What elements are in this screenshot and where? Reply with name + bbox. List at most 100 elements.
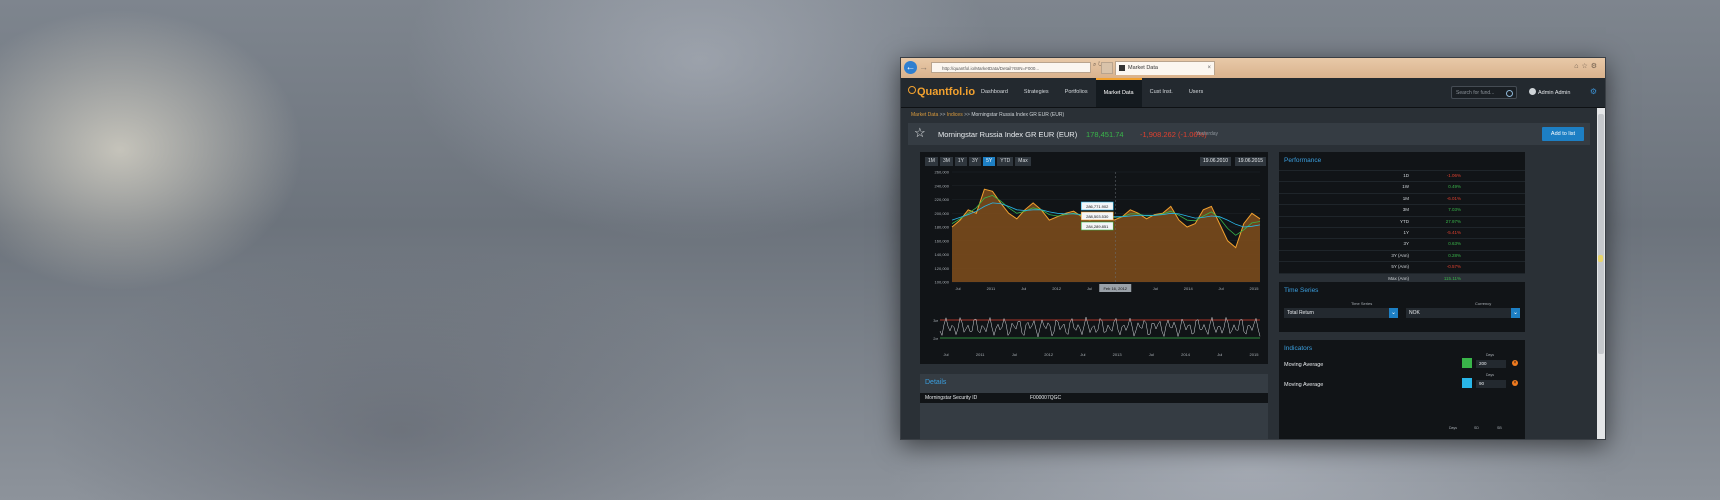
add-to-list-button[interactable]: Add to list (1542, 127, 1584, 141)
performance-label: 1Y (1403, 229, 1409, 235)
breadcrumb-current: Morningstar Russia Index GR EUR (EUR) (971, 112, 1065, 118)
performance-value: 0.63% (1448, 241, 1461, 247)
address-bar[interactable]: http://quantfol.io/MarketData/Detail?ISI… (931, 62, 1091, 73)
details-title: Details (925, 379, 947, 386)
performance-title: Performance (1284, 157, 1322, 164)
range-buttons: 1M 3M 1Y 3Y 5Y YTD Max (925, 157, 1031, 166)
menu-strategies[interactable]: Strategies (1023, 89, 1049, 95)
y-tick-label: 160,000 (935, 238, 950, 243)
menu-market-data[interactable]: Market Data (1095, 78, 1142, 107)
range-max[interactable]: Max (1015, 157, 1031, 166)
time-series-value: Total Return (1287, 310, 1314, 316)
remove-icon[interactable]: × (1512, 360, 1518, 366)
performance-row: 1Y -5.41% (1279, 226, 1525, 238)
x-tick-label: Jul (1219, 286, 1224, 291)
range-ytd[interactable]: YTD (997, 157, 1014, 166)
main-menu: Dashboard Strategies Portfolios Market D… (973, 78, 1211, 107)
performance-value: 0.49% (1448, 184, 1461, 190)
scrollbar[interactable] (1597, 108, 1605, 439)
tooltip-box (1080, 211, 1114, 221)
back-icon[interactable]: ← (904, 61, 917, 74)
performance-row: 3Y (Ann) 0.28% (1279, 249, 1525, 261)
forward-icon[interactable]: → (919, 62, 928, 72)
window-icons[interactable]: ⌂☆⚙ (1574, 63, 1600, 70)
currency-value: NOK (1409, 310, 1420, 316)
currency-select[interactable]: NOK ⌄ (1406, 308, 1520, 318)
osc-x-tick-label: Jul (1217, 352, 1222, 357)
details-row: Morningstar Security ID F000007QGC (920, 393, 1268, 403)
tooltip-box (1080, 221, 1114, 231)
date-from[interactable]: 19.06.2010 (1200, 157, 1232, 166)
date-to[interactable]: 19.06.2015 (1235, 157, 1267, 166)
indicator-days-input[interactable]: 200 (1476, 360, 1506, 368)
scrollbar-thumb[interactable] (1598, 114, 1604, 354)
tooltip-date: Feb 16, 2012 (1103, 286, 1127, 291)
menu-cust-inst[interactable]: Cust Inst. (1149, 89, 1173, 95)
indicator-name: Moving Average (1284, 382, 1324, 388)
breadcrumb: Market Data >> Indices >> Morningstar Ru… (911, 112, 1064, 118)
performance-label: 1M (1402, 195, 1409, 201)
performance-label: 1D (1403, 173, 1409, 178)
performance-table: 1D -1.06% 1W 0.49% 1M -6.01% 3M 7.03% YTD 27.97% 1… (1279, 170, 1525, 284)
performance-value: -5.41% (1446, 229, 1461, 235)
performance-label: 5Y (Ann) (1391, 264, 1409, 270)
indicator-color-swatch[interactable] (1462, 358, 1472, 368)
time-series-label: Time Series (1351, 301, 1373, 306)
x-tick-label: Jul (1021, 286, 1026, 291)
tooltip-value: 288,503.530 (1086, 214, 1109, 219)
chevron-down-icon[interactable]: ⌄ (1389, 308, 1398, 318)
performance-value: -6.01% (1446, 195, 1461, 201)
menu-portfolios[interactable]: Portfolios (1064, 89, 1088, 95)
menu-users[interactable]: Users (1188, 89, 1204, 95)
x-tick-label: 2015 (1250, 286, 1260, 291)
search-icon[interactable] (1506, 90, 1513, 97)
close-tab-icon[interactable]: × (1207, 65, 1211, 71)
indicator-days-label: Days (1486, 373, 1494, 377)
y-tick-label: 220,000 (935, 197, 950, 202)
performance-value: -1.06% (1446, 173, 1461, 178)
chevron-down-icon[interactable]: ⌄ (1511, 308, 1520, 318)
page-content: Market Data >> Indices >> Morningstar Ru… (901, 108, 1597, 439)
breadcrumb-market-data[interactable]: Market Data (911, 112, 939, 118)
range-5y[interactable]: 5Y (983, 157, 996, 166)
browser-tab[interactable]: Market Data × (1115, 61, 1215, 75)
breadcrumb-indices[interactable]: Indices (946, 112, 963, 118)
y-tick-label: 180,000 (935, 225, 950, 230)
price-area (952, 189, 1260, 282)
osc-y-tick-label: 3σ (933, 318, 938, 323)
performance-value: 27.97% (1445, 218, 1461, 224)
details-key: Morningstar Security ID (925, 395, 978, 401)
indicators-title: Indicators (1284, 345, 1313, 352)
time-series-select[interactable]: Total Return ⌄ (1284, 308, 1398, 318)
indicator-row: Moving Average Days 200 × (1279, 353, 1525, 374)
search-input[interactable]: Search for fund... (1451, 86, 1517, 99)
indicator-row: Moving Average Days 90 × (1279, 373, 1525, 394)
new-tab-icon[interactable] (1101, 62, 1113, 74)
osc-y-tick-label: 2σ (933, 336, 938, 341)
user-menu[interactable]: Admin Admin (1529, 88, 1570, 96)
gear-icon[interactable]: ⚙ (1589, 87, 1597, 96)
indicator-color-swatch[interactable] (1462, 378, 1472, 388)
refresh-icon[interactable]: ⌕ ↻ (1093, 62, 1104, 68)
range-3y[interactable]: 3Y (969, 157, 982, 166)
performance-label: 1W (1402, 184, 1409, 190)
indicator-days-input[interactable]: 90 (1476, 380, 1506, 388)
range-1m[interactable]: 1M (925, 157, 938, 166)
price-chart[interactable]: 260,000 240,000 220,000 200,000 180,000 160,0… (920, 152, 1268, 364)
y-tick-label: 260,000 (935, 170, 950, 175)
range-3m[interactable]: 3M (939, 157, 953, 166)
indicator-sub-label: SB (1497, 426, 1502, 430)
star-icon[interactable]: ☆ (914, 125, 926, 140)
menu-dashboard[interactable]: Dashboard (981, 89, 1008, 95)
x-tick-label: 2014 (1184, 286, 1194, 291)
range-1y[interactable]: 1Y (954, 157, 968, 166)
y-tick-label: 100,000 (935, 280, 950, 285)
user-icon (1529, 88, 1536, 95)
indicators-panel: Indicators Moving Average Days 200 × Mov… (1279, 340, 1525, 439)
logo[interactable]: Quantfol.io (908, 86, 975, 98)
remove-icon[interactable]: × (1512, 380, 1518, 386)
tooltip-value: 284,289.851 (1086, 224, 1109, 229)
performance-label: Max (Ann) (1388, 275, 1409, 281)
performance-row: 3Y 0.63% (1279, 238, 1525, 249)
edge-marker (1598, 255, 1603, 262)
